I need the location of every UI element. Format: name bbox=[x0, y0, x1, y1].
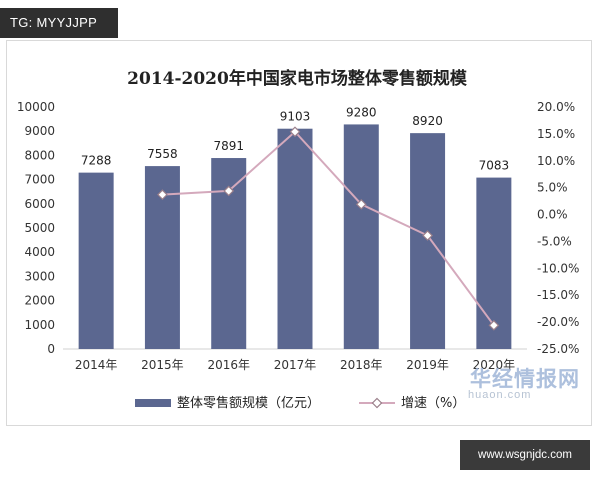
growth-point bbox=[157, 189, 168, 201]
x-tick-label: 2017年 bbox=[274, 358, 317, 372]
legend-label-bar: 整体零售额规模（亿元） bbox=[177, 395, 320, 411]
legend-swatch-bar bbox=[135, 399, 171, 407]
growth-line bbox=[162, 130, 495, 326]
y-right-tick-label: 15.0% bbox=[537, 127, 575, 141]
y-right-tick-label: -15.0% bbox=[537, 288, 579, 302]
x-tick-label: 2015年 bbox=[141, 358, 184, 372]
legend-label-line: 增速（%） bbox=[401, 396, 465, 411]
chart-panel: 2014-2020年中国家电市场整体零售额规模 0 1000 2000 3000 4000… bbox=[6, 40, 592, 426]
y-right-tick-label: -25.0% bbox=[537, 342, 579, 356]
y-left-tick-label: 3000 bbox=[24, 269, 55, 283]
growth-point bbox=[422, 230, 433, 241]
bar-value-label: 7288 bbox=[81, 154, 112, 168]
growth-point bbox=[488, 319, 500, 331]
growth-point bbox=[289, 126, 301, 138]
y-left-tick-label: 8000 bbox=[24, 148, 55, 162]
growth-point bbox=[355, 198, 367, 210]
y-left-tick-label: 6000 bbox=[24, 197, 55, 211]
footer-url: www.wsgnjdc.com bbox=[460, 440, 590, 470]
watermark-cn: 华经情报网 bbox=[470, 367, 580, 391]
bar bbox=[277, 128, 313, 349]
bar-value-label: 7558 bbox=[147, 147, 178, 161]
y-left-tick-label: 1000 bbox=[24, 318, 55, 332]
y-left-tick-label: 5000 bbox=[24, 221, 55, 235]
y-left-tick-label: 9000 bbox=[24, 124, 55, 138]
bar-value-label: 8920 bbox=[412, 114, 443, 128]
bar bbox=[343, 124, 379, 349]
x-tick-label: 2019年 bbox=[406, 358, 449, 372]
y-right-tick-label: 20.0% bbox=[537, 100, 575, 114]
x-tick-label: 2018年 bbox=[340, 358, 383, 372]
y-right-tick-label: -10.0% bbox=[537, 261, 579, 275]
bar-value-label: 9280 bbox=[346, 105, 377, 119]
y-right-tick-label: 0.0% bbox=[537, 208, 568, 222]
bar-value-label: 7891 bbox=[213, 139, 244, 153]
y-right-tick-label: -20.0% bbox=[537, 315, 579, 329]
x-tick-label: 2014年 bbox=[75, 358, 118, 372]
tag-label: TG: MYYJJPP bbox=[0, 8, 118, 38]
y-left-tick-label: 2000 bbox=[24, 294, 55, 308]
bar-value-label: 9103 bbox=[280, 110, 311, 124]
growth-point bbox=[223, 185, 235, 197]
y-left-tick-label: 10000 bbox=[17, 100, 55, 114]
x-tick-label: 2020年 bbox=[473, 358, 516, 372]
y-left-tick-label: 4000 bbox=[24, 245, 55, 259]
y-right-tick-label: -5.0% bbox=[537, 234, 572, 248]
bar bbox=[410, 133, 446, 349]
y-left-tick-label: 0 bbox=[47, 342, 55, 356]
x-tick-label: 2016年 bbox=[207, 358, 250, 372]
chart-title: 2014-2020年中国家电市场整体零售额规模 bbox=[127, 68, 468, 89]
legend-swatch-marker bbox=[371, 397, 383, 409]
bar bbox=[78, 172, 114, 349]
bar-value-label: 7083 bbox=[479, 159, 510, 173]
y-right-tick-label: 10.0% bbox=[537, 154, 575, 168]
y-right-tick-label: 5.0% bbox=[537, 181, 568, 195]
chart-svg: 2014-2020年中国家电市场整体零售额规模 0 1000 2000 3000 4000… bbox=[17, 68, 580, 411]
y-left-tick-label: 7000 bbox=[24, 173, 55, 187]
watermark-en: huaon.com bbox=[468, 389, 532, 401]
